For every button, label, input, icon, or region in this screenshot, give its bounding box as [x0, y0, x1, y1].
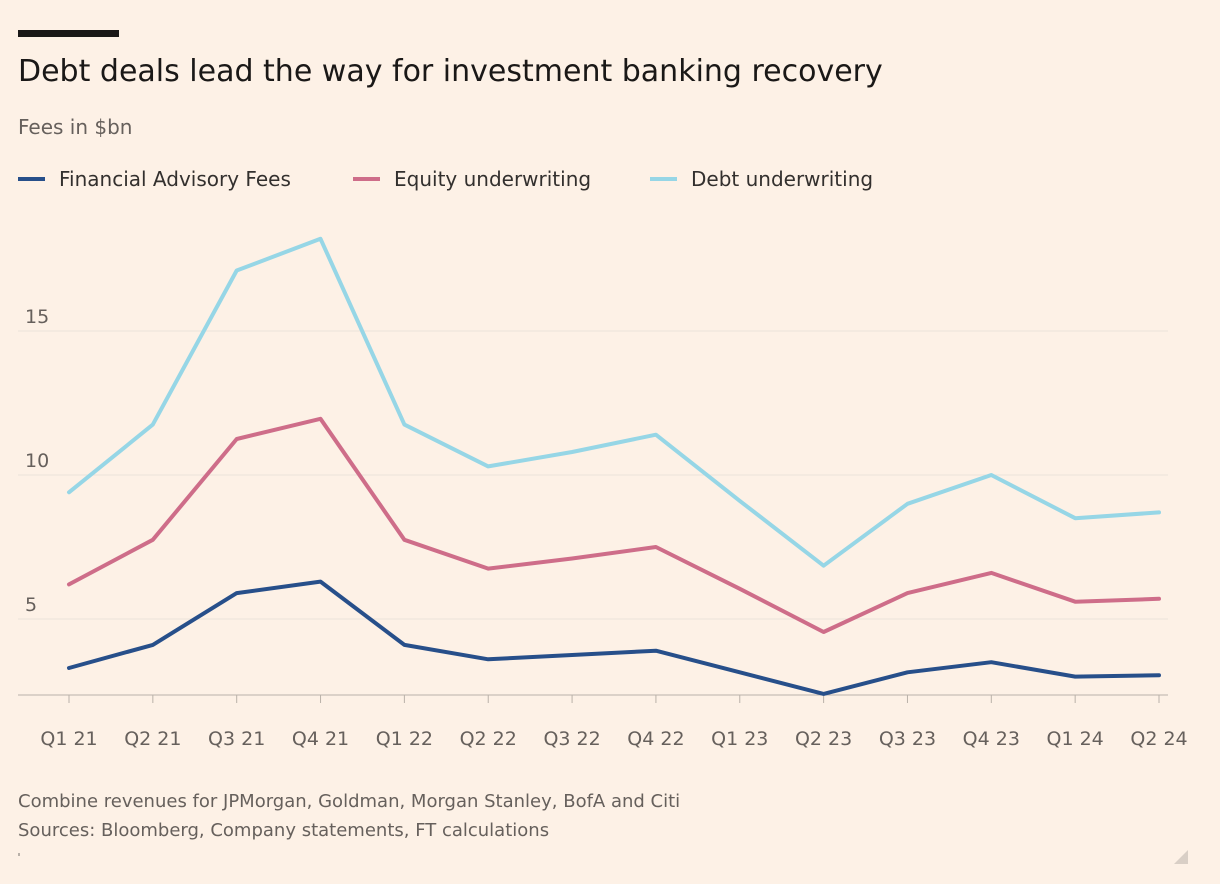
x-tick-label: Q3 21 — [208, 728, 265, 750]
x-tick-label: Q1 23 — [711, 728, 768, 750]
chart-subtitle: Fees in $bn — [18, 115, 133, 139]
legend-label-debt: Debt underwriting — [691, 167, 874, 191]
legend-item-advisory: Financial Advisory Fees — [18, 165, 291, 193]
x-tick-label: Q1 22 — [376, 728, 433, 750]
x-tick-label: Q1 24 — [1047, 728, 1104, 750]
legend-swatch-advisory — [18, 177, 45, 181]
chart-title: Debt deals lead the way for investment b… — [18, 54, 883, 89]
series-line-advisory — [67, 579, 1161, 696]
legend-swatch-equity — [353, 177, 380, 181]
x-tick-label: Q4 21 — [292, 728, 349, 750]
legend-swatch-debt — [650, 177, 677, 181]
x-tick-label: Q2 24 — [1130, 728, 1187, 750]
y-axis-ticks: 5 10 15 — [25, 306, 49, 616]
grid-lines — [18, 330, 1168, 620]
resize-corner-icon — [1174, 850, 1188, 864]
x-tick-label: Q1 21 — [40, 728, 97, 750]
footer-sources: Sources: Bloomberg, Company statements, … — [18, 820, 550, 841]
legend-item-equity: Equity underwriting — [353, 165, 591, 193]
y-tick-label-5: 5 — [25, 594, 37, 616]
x-tick-label: Q3 23 — [879, 728, 936, 750]
footer-mark — [18, 853, 20, 856]
series-line-equity — [67, 416, 1161, 634]
x-tick-label: Q4 22 — [627, 728, 684, 750]
x-tick-label: Q2 23 — [795, 728, 852, 750]
y-tick-label-10: 10 — [25, 450, 49, 472]
y-tick-label-15: 15 — [25, 306, 49, 328]
x-tick-label: Q3 22 — [543, 728, 600, 750]
top-rule — [18, 30, 119, 37]
x-tick-label: Q4 23 — [963, 728, 1020, 750]
series-lines — [67, 236, 1161, 696]
series-line-debt — [67, 236, 1161, 568]
footer-note: Combine revenues for JPMorgan, Goldman, … — [18, 791, 681, 812]
legend-label-equity: Equity underwriting — [394, 167, 592, 191]
x-tick-label: Q2 22 — [460, 728, 517, 750]
x-tick-label: Q2 21 — [124, 728, 181, 750]
x-axis: Q1 21 Q2 21 Q3 21 Q4 21 Q1 22 Q2 22 Q3 22 Q4 22… — [18, 694, 1188, 750]
legend-item-debt: Debt underwriting — [650, 165, 873, 193]
legend-label-advisory: Financial Advisory Fees — [59, 167, 291, 191]
